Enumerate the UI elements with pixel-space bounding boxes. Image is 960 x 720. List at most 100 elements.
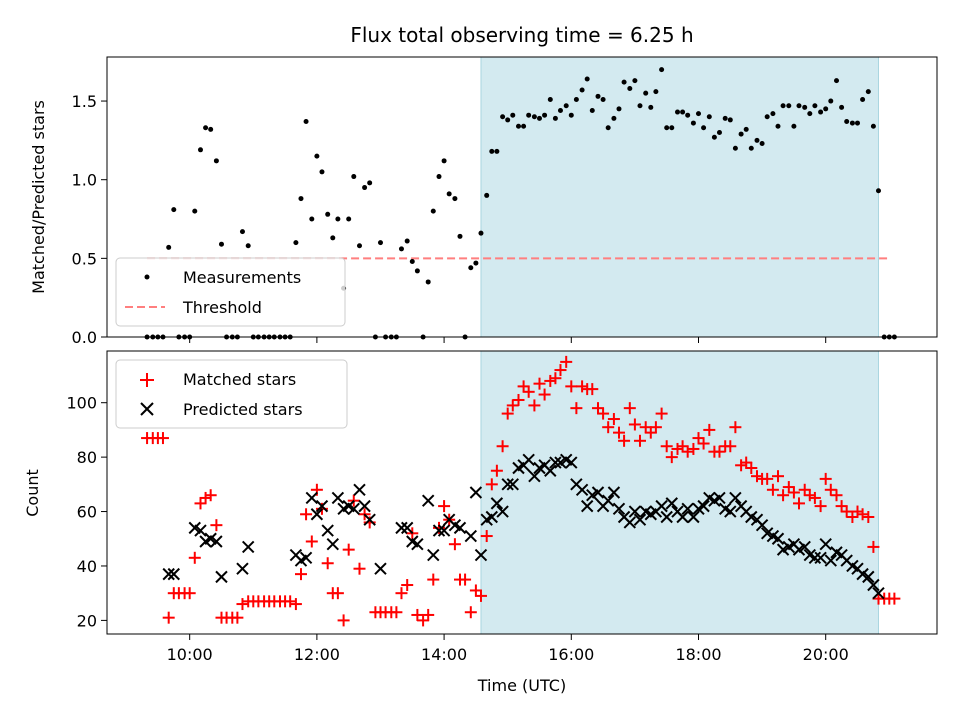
bottom-y-axis-label: Count (23, 469, 42, 517)
bottom-y-tick-label: 20 (77, 611, 97, 630)
matched-stars-point (422, 608, 435, 621)
measurement-point (218, 241, 224, 247)
predicted-stars-point (453, 521, 467, 535)
matched-stars-point (570, 402, 583, 415)
legend-predicted-label: Predicted stars (183, 400, 303, 419)
matched-stars-point (528, 399, 541, 412)
measurement-point (812, 103, 818, 109)
measurement-point (775, 123, 781, 129)
matched-stars-point (464, 606, 477, 619)
measurement-point (669, 125, 675, 131)
measurement-point (298, 196, 304, 202)
predicted-stars-point (591, 486, 605, 499)
matched-stars-point (665, 451, 678, 464)
matched-stars-point (787, 486, 800, 499)
top-y-axis-ticks: 0.0 0.5 1.0 1.5 (72, 92, 107, 347)
measurement-point (834, 78, 840, 84)
matched-stars-point (533, 377, 546, 390)
matched-stars-point (862, 510, 875, 523)
predicted-stars-point (326, 537, 339, 551)
measurement-point (695, 111, 701, 117)
measurement-point (870, 123, 876, 129)
matched-stars-point (681, 445, 694, 458)
top-y-axis-label: Matched/Predicted stars (29, 100, 48, 294)
matched-stars-point (676, 440, 689, 453)
predicted-stars-point (798, 540, 811, 554)
predicted-stars-point (522, 453, 535, 467)
matched-stars-point (745, 462, 758, 475)
predicted-stars-point (421, 494, 435, 507)
predicted-stars-point (400, 521, 414, 535)
measurement-point (759, 141, 765, 147)
predicted-stars-point (210, 535, 223, 548)
matched-stars-point (289, 598, 302, 611)
observing-window-bottom (480, 350, 879, 635)
matched-stars-point (469, 584, 482, 597)
predicted-stars-point (464, 529, 478, 543)
matched-stars-point (830, 489, 843, 502)
x-axis-label: Time (UTC) (477, 676, 566, 695)
measurement-point (552, 115, 558, 121)
measurement-point (680, 109, 686, 115)
matched-stars-point (390, 606, 403, 619)
matched-stars-point (342, 543, 355, 556)
x-tick-label: 14:00 (421, 645, 467, 664)
predicted-stars-point (549, 456, 562, 469)
matched-stars-point (485, 478, 498, 491)
measurement-point (865, 89, 871, 95)
predicted-stars-point (580, 499, 594, 513)
measurement-point (239, 229, 245, 235)
matched-stars-point (777, 489, 790, 502)
predicted-stars-point (729, 491, 742, 505)
observing-window-top (480, 56, 879, 338)
measurement-point (521, 123, 527, 129)
matched-stars-point (565, 380, 578, 393)
matched-stars-point (697, 437, 710, 450)
predicted-stars-point (496, 505, 509, 518)
measurement-point (659, 67, 665, 73)
matched-stars-point (538, 388, 551, 401)
measurement-point (786, 103, 792, 109)
matched-stars-point (474, 589, 487, 602)
matched-stars-point (501, 407, 514, 420)
matched-stars-point (401, 579, 414, 592)
x-tick-label: 12:00 (294, 645, 340, 664)
count-panel: 20 40 60 80 100 10:00 12:00 14:00 16:00 18:00 20:… (23, 350, 938, 695)
predicted-stars-point (633, 513, 647, 526)
measurement-point (441, 158, 447, 164)
measurement-point (425, 279, 431, 285)
measurement-point (579, 87, 585, 93)
predicted-stars-point (771, 532, 785, 545)
matched-stars-point (729, 421, 742, 434)
bottom-y-tick-label: 40 (77, 557, 97, 576)
matched-stars-point (586, 383, 599, 396)
measurement-point (589, 107, 595, 113)
top-x-axis-ticks (189, 337, 827, 343)
matched-stars-point (496, 440, 509, 453)
measurement-point (849, 120, 855, 126)
matched-stars-point (162, 611, 175, 624)
matched-stars-point (751, 470, 764, 483)
predicted-stars-point (167, 567, 180, 581)
matched-stars-point (846, 510, 859, 523)
top-y-tick-label: 1.0 (72, 171, 97, 190)
measurement-point (478, 230, 484, 236)
measurement-point (643, 90, 649, 96)
matched-stars-point (480, 530, 493, 543)
measurement-point (351, 174, 357, 180)
matched-stars-point (284, 595, 297, 608)
matched-stars-point (782, 481, 795, 494)
predicted-stars-point (469, 486, 483, 499)
measurement-point (621, 79, 627, 85)
predicted-stars-point (427, 548, 440, 562)
legend-threshold-label: Threshold (182, 298, 262, 317)
measurement-point (197, 147, 203, 153)
measurement-point (568, 112, 574, 118)
bottom-legend-box (115, 359, 348, 429)
predicted-stars-point (321, 524, 334, 537)
matched-stars-point (544, 374, 557, 387)
predicted-stars-point (194, 524, 207, 537)
predicted-stars-point (808, 551, 822, 565)
matched-stars-point (448, 538, 461, 551)
measurement-point (595, 93, 601, 99)
